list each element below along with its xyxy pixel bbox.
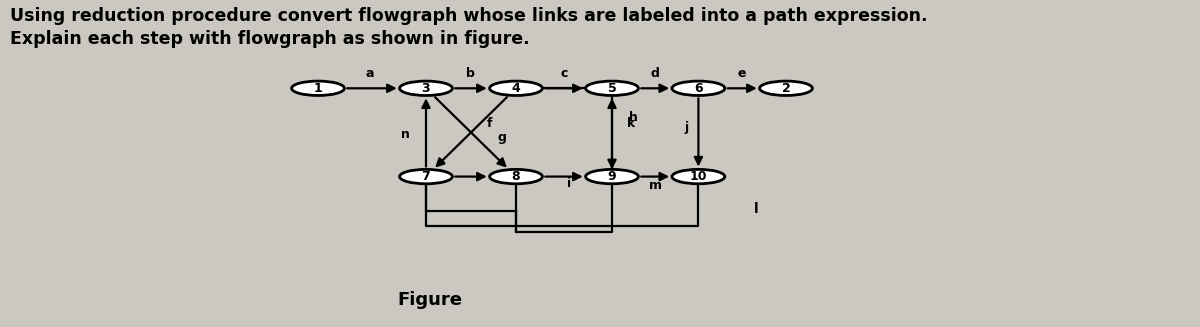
Text: g: g xyxy=(497,131,506,145)
Circle shape xyxy=(400,81,452,95)
Text: Using reduction procedure convert flowgraph whose links are labeled into a path : Using reduction procedure convert flowgr… xyxy=(10,7,928,25)
Text: h: h xyxy=(629,111,638,124)
Text: e: e xyxy=(737,67,746,80)
Circle shape xyxy=(400,169,452,184)
Text: k: k xyxy=(628,117,635,130)
Text: Figure: Figure xyxy=(397,291,462,309)
Text: 6: 6 xyxy=(694,82,703,95)
Text: n: n xyxy=(401,128,410,141)
Text: 5: 5 xyxy=(607,82,617,95)
Text: 4: 4 xyxy=(511,82,521,95)
Circle shape xyxy=(672,169,725,184)
Circle shape xyxy=(672,81,725,95)
Text: j: j xyxy=(684,121,689,134)
Text: m: m xyxy=(649,179,661,192)
Circle shape xyxy=(760,81,812,95)
Text: 7: 7 xyxy=(421,170,431,183)
Text: 9: 9 xyxy=(607,170,617,183)
Text: 8: 8 xyxy=(511,170,521,183)
Text: l: l xyxy=(754,202,758,216)
Circle shape xyxy=(490,81,542,95)
Text: Explain each step with flowgraph as shown in figure.: Explain each step with flowgraph as show… xyxy=(10,30,529,48)
Text: a: a xyxy=(365,67,374,80)
Text: 2: 2 xyxy=(781,82,791,95)
Text: 10: 10 xyxy=(690,170,707,183)
Text: d: d xyxy=(650,67,660,80)
Circle shape xyxy=(292,81,344,95)
Circle shape xyxy=(586,81,638,95)
Circle shape xyxy=(490,169,542,184)
Text: 3: 3 xyxy=(421,82,431,95)
Text: 1: 1 xyxy=(313,82,323,95)
Text: f: f xyxy=(487,117,492,130)
Circle shape xyxy=(586,169,638,184)
Text: c: c xyxy=(560,67,568,80)
Text: i: i xyxy=(566,177,571,190)
Text: b: b xyxy=(466,67,475,80)
